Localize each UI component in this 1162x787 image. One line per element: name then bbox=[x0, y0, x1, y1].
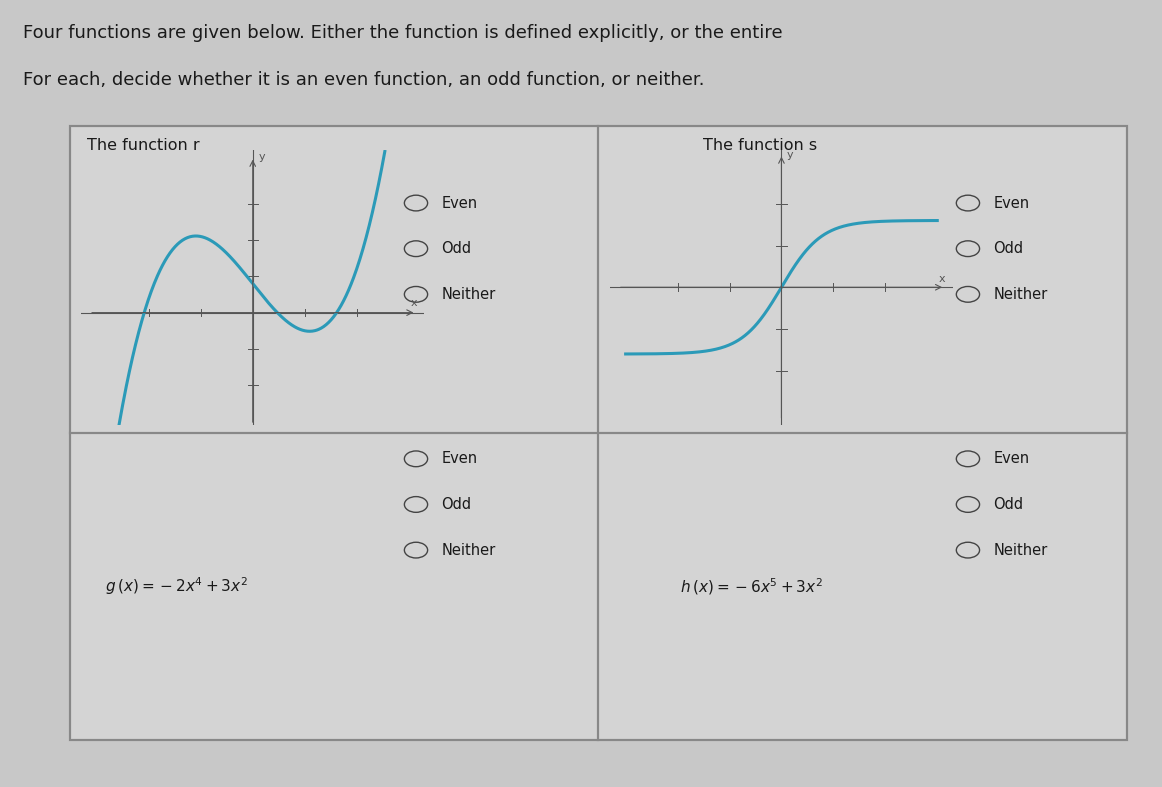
Text: Odd: Odd bbox=[994, 241, 1024, 257]
Text: Neither: Neither bbox=[442, 542, 496, 558]
Text: x: x bbox=[410, 298, 417, 308]
Text: Neither: Neither bbox=[994, 286, 1048, 302]
Text: The function s: The function s bbox=[703, 138, 817, 153]
Text: $g\,(x) = -2x^4 + 3x^2$: $g\,(x) = -2x^4 + 3x^2$ bbox=[105, 575, 248, 597]
Text: y: y bbox=[787, 150, 794, 160]
Text: Even: Even bbox=[994, 195, 1030, 211]
Text: Odd: Odd bbox=[442, 241, 472, 257]
Text: Odd: Odd bbox=[442, 497, 472, 512]
Text: Even: Even bbox=[442, 195, 478, 211]
Text: x: x bbox=[939, 274, 946, 284]
Text: Even: Even bbox=[442, 451, 478, 467]
Bar bbox=[70, 126, 1127, 740]
Text: Four functions are given below. Either the function is defined explicitly, or th: Four functions are given below. Either t… bbox=[23, 24, 783, 42]
Text: Odd: Odd bbox=[994, 497, 1024, 512]
Text: y: y bbox=[259, 153, 266, 162]
Text: Neither: Neither bbox=[994, 542, 1048, 558]
Bar bbox=[70, 126, 1127, 740]
Text: Even: Even bbox=[994, 451, 1030, 467]
Text: $h\,(x) = -6x^5 + 3x^2$: $h\,(x) = -6x^5 + 3x^2$ bbox=[680, 576, 823, 597]
Text: The function r: The function r bbox=[87, 138, 200, 153]
Text: Neither: Neither bbox=[442, 286, 496, 302]
Text: For each, decide whether it is an even function, an odd function, or neither.: For each, decide whether it is an even f… bbox=[23, 71, 704, 89]
